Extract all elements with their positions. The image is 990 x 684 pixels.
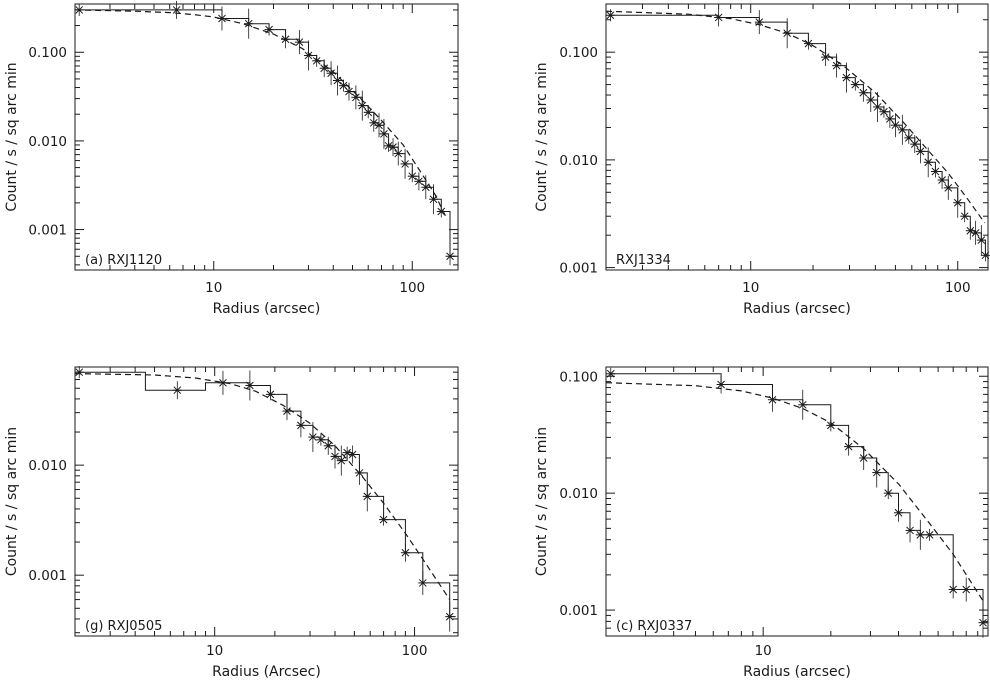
model-curve (605, 10, 986, 224)
y-tick-label: 0.001 (559, 261, 598, 277)
histogram-line (610, 373, 988, 624)
y-tick-label: 0.100 (559, 45, 598, 61)
y-tick-label: 0.100 (559, 369, 598, 385)
x-axis-title: Radius (arcsec) (213, 301, 321, 317)
y-tick-label: 0.010 (28, 134, 67, 150)
chart-panel-2: 10 100 0.001 0.010 0.100 Radius (arcsec) Count… (534, 3, 990, 317)
histogram-line (610, 14, 988, 256)
x-axis-title: Radius (Arcsec) (212, 664, 321, 680)
histogram-line (79, 371, 456, 618)
panel-label: (c) RXJ0337 (616, 619, 692, 634)
y-tick-label: 0.010 (559, 486, 598, 502)
x-tick-label: 10 (755, 643, 772, 659)
plot-frame (605, 3, 989, 271)
plot-frame (74, 3, 459, 271)
y-tick-label: 0.001 (28, 223, 67, 239)
model-curve (74, 373, 451, 600)
x-tick-label: 10 (742, 280, 759, 296)
x-tick-label: 10 (206, 643, 223, 659)
y-tick-label: 0.001 (559, 603, 598, 619)
panel-label: (g) RXJ0505 (85, 619, 162, 634)
y-axis-title: Count / s / sq arc min (534, 427, 550, 576)
chart-panel-4: 10 0.001 0.010 0.100 Radius (arcsec) Count / … (534, 366, 989, 680)
plot-frame (74, 366, 459, 637)
x-tick-label: 100 (402, 643, 428, 659)
y-tick-label: 0.010 (559, 153, 598, 169)
histogram-line (79, 9, 456, 257)
y-axis-title: Count / s / sq arc min (4, 427, 20, 576)
chart-panel-3: 10 100 0.001 0.010 Radius (Arcsec) Count / s … (4, 366, 459, 680)
model-curve (74, 9, 448, 220)
panel-label: RXJ1334 (616, 253, 671, 268)
y-tick-label: 0.001 (28, 568, 67, 584)
x-tick-label: 100 (399, 280, 425, 296)
x-tick-label: 10 (205, 280, 222, 296)
x-tick-label: 100 (945, 280, 971, 296)
y-tick-label: 0.010 (28, 458, 67, 474)
x-axis-title: Radius (arcsec) (743, 664, 851, 680)
panel-label: (a) RXJ1120 (85, 253, 162, 268)
chart-panel-1: 10 100 0.001 0.010 0.100 Radius (arcsec) Count… (4, 0, 459, 317)
y-axis-title: Count / s / sq arc min (534, 62, 550, 211)
x-axis-title: Radius (arcsec) (743, 301, 851, 317)
y-axis-title: Count / s / sq arc min (4, 62, 20, 211)
plot-frame (605, 366, 989, 637)
model-curve (605, 382, 984, 602)
y-tick-label: 0.100 (28, 45, 67, 61)
